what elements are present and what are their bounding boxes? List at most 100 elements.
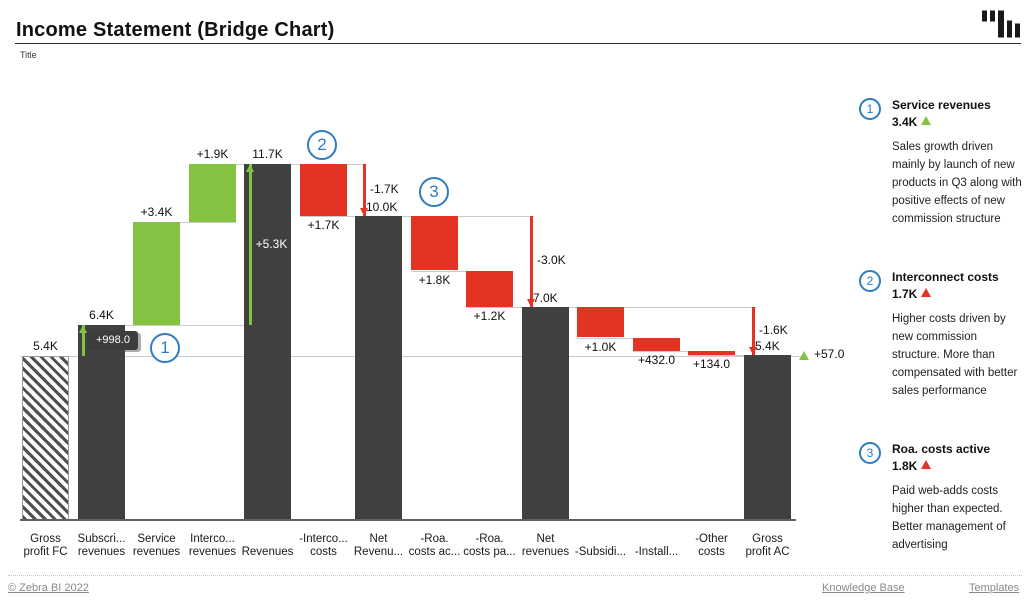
value-label: 10.0K bbox=[366, 199, 398, 214]
category-label: -Other costs bbox=[682, 524, 741, 558]
category-label: -Subsidi... bbox=[571, 524, 630, 558]
category-label: -Interco... costs bbox=[294, 524, 353, 558]
copyright-link[interactable]: © Zebra BI 2022 bbox=[8, 582, 89, 594]
comment-body: Paid web-adds costs higher than expected… bbox=[892, 485, 1006, 551]
bar-gross-profit-ac[interactable] bbox=[744, 354, 791, 520]
bar-subscri-revenues[interactable] bbox=[78, 325, 125, 520]
value-label: 6.4K bbox=[89, 308, 114, 323]
connector-line bbox=[688, 354, 791, 356]
category-label: Interco... revenues bbox=[183, 524, 242, 558]
knowledge-base-link[interactable]: Knowledge Base bbox=[822, 582, 905, 594]
category-label-line: Revenues bbox=[241, 545, 294, 558]
connector-line bbox=[189, 164, 291, 165]
category-label-line: revenues bbox=[188, 545, 237, 558]
bar-roa-costs-pa[interactable] bbox=[466, 270, 513, 307]
variance-label: -1.7K bbox=[370, 181, 399, 196]
connector-line bbox=[78, 325, 253, 327]
category-label-line: costs bbox=[698, 545, 725, 558]
connector-line bbox=[633, 350, 735, 352]
category-label-line: -Interco... bbox=[299, 533, 348, 545]
value-label: +1.2K bbox=[473, 309, 506, 323]
chart-comment-marker-2[interactable]: 2 bbox=[307, 130, 337, 160]
category-label-line: Gross bbox=[30, 533, 61, 545]
page-subtitle: Title bbox=[20, 50, 37, 60]
value-label: 11.7K bbox=[252, 147, 283, 161]
comment-marker-1[interactable]: 1 bbox=[859, 98, 881, 120]
category-label-line: -Roa. bbox=[475, 533, 504, 545]
category-label-line: Net bbox=[536, 533, 555, 545]
category-label: Gross profit AC bbox=[738, 524, 797, 558]
variance-label: -1.6K bbox=[759, 322, 788, 337]
bar-other-costs[interactable] bbox=[688, 350, 735, 355]
category-label-line: revenues bbox=[132, 545, 181, 558]
trend-up-icon bbox=[921, 460, 932, 469]
connector-line bbox=[22, 355, 125, 357]
value-label: +1.7K bbox=[307, 217, 340, 232]
value-label: +1.9K bbox=[196, 147, 229, 161]
chart-comment-marker-3[interactable]: 3 bbox=[419, 177, 449, 207]
category-label-line: revenues bbox=[77, 545, 126, 558]
value-label: 5.4K bbox=[33, 338, 58, 353]
category-label-line: profit AC bbox=[745, 545, 790, 558]
variance-tooltip: +998.0 bbox=[88, 331, 138, 351]
variance-arrow bbox=[530, 215, 533, 307]
category-label: -Roa. costs ac... bbox=[405, 524, 464, 558]
comment-body: Sales growth driven mainly by launch of … bbox=[892, 141, 1022, 225]
category-label: Service revenues bbox=[127, 524, 186, 558]
comment-value: 3.4K bbox=[892, 114, 1027, 131]
chart-comment-marker-1[interactable]: 1 bbox=[150, 333, 180, 363]
category-label: Net revenues bbox=[516, 524, 575, 558]
variance-arrow bbox=[752, 307, 755, 355]
category-label-line: costs ac... bbox=[408, 545, 461, 558]
comment-marker-2[interactable]: 2 bbox=[859, 270, 881, 292]
comment-item: 2 Interconnect costs 1.7K Higher costs d… bbox=[859, 269, 1027, 400]
category-label: Net Revenu... bbox=[349, 524, 408, 558]
bar-roa-costs-ac[interactable] bbox=[411, 215, 458, 271]
variance-arrow bbox=[363, 164, 366, 216]
value-label: +1.8K bbox=[418, 272, 451, 287]
templates-link[interactable]: Templates bbox=[969, 582, 1020, 594]
category-label: Gross profit FC bbox=[16, 524, 75, 558]
connector-line bbox=[522, 307, 756, 308]
variance-arrowhead bbox=[360, 207, 368, 216]
comment-item: 1 Service revenues 3.4K Sales growth dri… bbox=[859, 97, 1027, 228]
category-label-line: -Install... bbox=[634, 545, 679, 558]
bar-net-revenues[interactable] bbox=[522, 307, 569, 520]
title-divider bbox=[15, 43, 1021, 44]
bar-interco-revenues[interactable] bbox=[189, 164, 236, 222]
value-label: 5.4K bbox=[755, 338, 780, 353]
category-label-line: Subscri... bbox=[77, 533, 126, 545]
category-label-line: -Other bbox=[695, 533, 728, 545]
variance-label: +5.3K bbox=[255, 236, 288, 251]
category-label-line: costs bbox=[310, 545, 337, 558]
variance-label: -3.0K bbox=[537, 253, 566, 268]
category-label-line: Interco... bbox=[190, 533, 235, 545]
bar-install[interactable] bbox=[633, 337, 680, 351]
comment-marker-3[interactable]: 3 bbox=[859, 442, 881, 464]
zebra-bi-logo-icon bbox=[982, 10, 1020, 44]
closing-variance-triangle-icon bbox=[799, 350, 809, 360]
variance-arrow bbox=[82, 325, 85, 356]
value-label: +1.0K bbox=[584, 339, 617, 354]
bar-service-revenues[interactable] bbox=[133, 221, 180, 326]
trend-up-icon bbox=[921, 288, 932, 297]
connector-line bbox=[577, 337, 680, 339]
value-label: +432.0 bbox=[637, 352, 676, 367]
bar-interco-costs[interactable] bbox=[300, 164, 347, 216]
category-label: Subscri... revenues bbox=[72, 524, 131, 558]
variance-arrow bbox=[249, 164, 252, 326]
bar-net-revenu[interactable] bbox=[355, 215, 402, 520]
category-label-line: -Subsidi... bbox=[574, 545, 627, 558]
category-label-line: costs pa... bbox=[463, 545, 516, 558]
category-label: Revenues bbox=[238, 524, 297, 558]
category-label-line: -Roa. bbox=[420, 533, 449, 545]
page-title: Income Statement (Bridge Chart) bbox=[16, 19, 335, 41]
category-label-line: profit FC bbox=[23, 545, 68, 558]
bar-gross-profit-fc[interactable] bbox=[22, 355, 69, 520]
value-label: 7.0K bbox=[533, 291, 558, 305]
trend-up-icon bbox=[921, 116, 932, 125]
category-label-line: Net bbox=[369, 533, 388, 545]
bar-subsidi[interactable] bbox=[577, 307, 624, 338]
comment-body: Higher costs driven by new commission st… bbox=[892, 313, 1018, 397]
